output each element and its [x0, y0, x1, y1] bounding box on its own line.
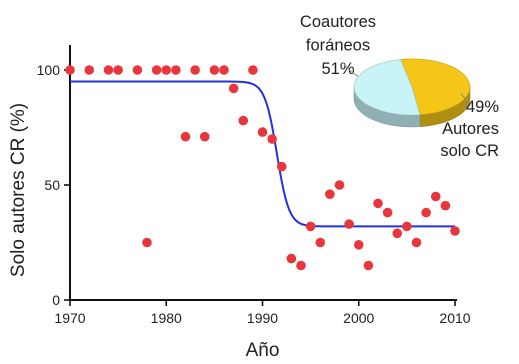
data-point — [113, 65, 123, 75]
pie-leader-line — [460, 93, 467, 109]
data-point — [276, 161, 287, 172]
pie-slice — [400, 58, 471, 116]
data-point — [363, 260, 374, 271]
x-tick-label: 1990 — [247, 310, 278, 326]
x-tick-label: 2010 — [439, 310, 470, 326]
axes: 1970 1980 1990 2000 2010 0 50 100 Año Solo autore… — [8, 45, 471, 361]
x-axis-title: Año — [246, 340, 280, 361]
x-tick-label: 1970 — [54, 310, 85, 326]
data-point — [421, 207, 431, 218]
data-point — [257, 127, 268, 137]
data-point — [219, 65, 229, 75]
data-point — [84, 65, 95, 75]
pie-label: Coautores — [300, 13, 376, 31]
data-point — [392, 228, 403, 239]
data-point — [325, 189, 335, 199]
y-tick-label: 50 — [44, 177, 60, 193]
data-point — [180, 131, 191, 142]
data-point — [142, 237, 152, 248]
data-point — [151, 65, 162, 75]
data-point — [334, 180, 345, 190]
pie-label: solo CR — [440, 142, 499, 160]
data-point — [103, 65, 114, 75]
data-point — [382, 207, 393, 218]
x-tick-label: 1980 — [151, 310, 182, 326]
data-point — [238, 115, 249, 126]
pie-label: 51% — [321, 60, 354, 78]
data-point — [228, 83, 239, 94]
y-tick-label: 0 — [52, 292, 60, 308]
fit-curve-layer — [70, 80, 455, 228]
data-points — [65, 65, 460, 271]
pie-label: foráneos — [306, 37, 370, 55]
data-point — [267, 134, 277, 144]
fit-curve — [70, 80, 455, 228]
data-point — [190, 65, 200, 75]
pie-label: Autores — [442, 120, 499, 138]
data-point — [248, 65, 258, 75]
pie-label: 49% — [466, 98, 499, 116]
x-tick-label: 2000 — [343, 310, 374, 326]
y-axis-title: Solo autores CR (%) — [8, 103, 29, 277]
data-point — [161, 65, 172, 75]
data-point — [132, 65, 143, 75]
data-point — [305, 221, 316, 232]
pie-leader-line — [343, 63, 359, 77]
data-point — [209, 65, 220, 75]
data-point — [440, 200, 451, 211]
data-point — [171, 65, 181, 75]
inset-pie-chart: Coautores foráneos 51% 49% Autores solo CR — [300, 13, 499, 160]
data-point — [344, 219, 354, 229]
pie-slice — [353, 59, 421, 116]
data-point — [65, 65, 75, 75]
data-point — [199, 131, 210, 142]
data-point — [286, 253, 297, 264]
data-point — [296, 260, 306, 271]
data-point — [402, 221, 412, 232]
data-point — [373, 198, 383, 209]
data-point — [315, 237, 326, 248]
data-point — [353, 240, 364, 250]
data-point — [411, 237, 422, 248]
data-point — [430, 191, 441, 202]
y-tick-label: 100 — [37, 62, 61, 78]
data-point — [450, 226, 460, 236]
